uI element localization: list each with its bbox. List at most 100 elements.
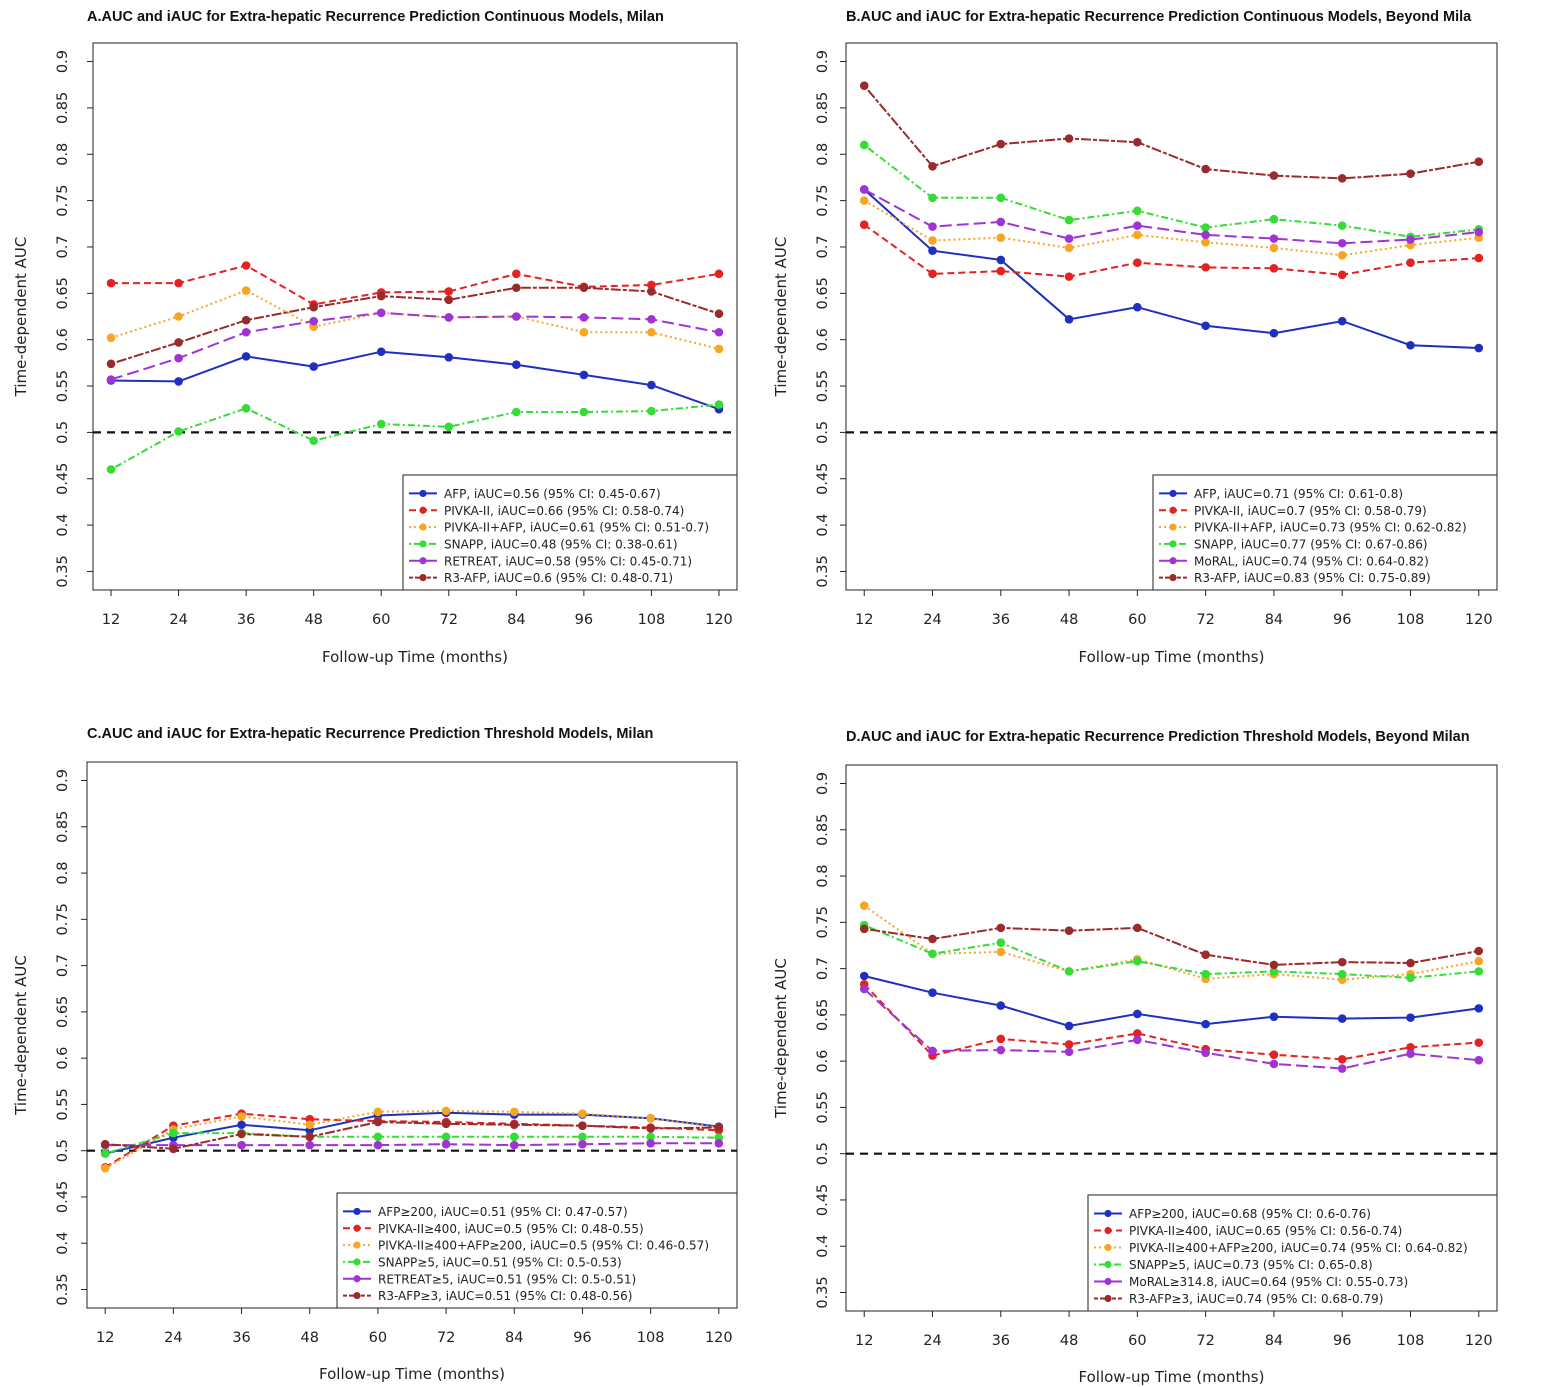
legend-label: PIVKA-II+AFP, iAUC=0.73 (95% CI: 0.62-0.…	[1194, 521, 1467, 535]
x-tick-label: 36	[237, 612, 255, 628]
y-tick-label: 0.7	[55, 954, 71, 977]
x-axis-label: Follow-up Time (months)	[1079, 648, 1265, 666]
data-point	[646, 1124, 655, 1133]
data-point	[1337, 1054, 1347, 1064]
y-tick-label: 0.4	[815, 1235, 831, 1258]
data-point	[1406, 1013, 1415, 1022]
y-tick-label: 0.9	[815, 772, 831, 795]
data-point	[996, 1034, 1006, 1044]
data-point	[1133, 258, 1142, 268]
y-tick-label: 0.6	[815, 1050, 831, 1073]
data-point	[509, 1140, 519, 1150]
x-tick-label: 72	[440, 612, 458, 628]
legend-label: AFP, iAUC=0.56 (95% CI: 0.45-0.67)	[444, 487, 661, 501]
x-tick-label: 48	[1060, 1333, 1078, 1349]
data-point	[996, 217, 1006, 227]
x-tick-label: 12	[96, 1330, 114, 1346]
series-0	[859, 185, 1484, 353]
data-point	[174, 353, 183, 363]
data-point	[441, 1106, 451, 1116]
series-5	[100, 1117, 724, 1154]
series-line	[863, 223, 1479, 278]
data-point	[579, 407, 589, 417]
y-tick-label: 0.75	[815, 906, 831, 938]
y-tick-label: 0.35	[55, 1273, 71, 1305]
data-point	[579, 327, 589, 337]
data-point	[1201, 164, 1210, 174]
data-point	[509, 1107, 519, 1117]
data-point	[579, 283, 589, 293]
data-point	[1201, 223, 1210, 232]
data-point	[859, 924, 869, 934]
data-point	[1269, 214, 1279, 224]
legend-label: SNAPP, iAUC=0.77 (95% CI: 0.67-0.86)	[1194, 537, 1428, 551]
data-point	[1474, 1055, 1484, 1065]
legend-label: SNAPP≥5, iAUC=0.73 (95% CI: 0.65-0.8)	[1129, 1258, 1373, 1272]
legend-swatch-point	[1169, 557, 1177, 565]
data-point	[241, 327, 251, 337]
data-point	[578, 1109, 587, 1118]
legend-label: RETREAT, iAUC=0.58 (95% CI: 0.45-0.71)	[444, 554, 692, 568]
data-point	[1133, 230, 1142, 240]
series-5	[106, 283, 724, 369]
data-point	[1337, 1064, 1347, 1073]
series-3	[106, 400, 724, 474]
data-point	[106, 333, 116, 343]
y-tick-label: 0.6	[55, 1047, 71, 1070]
data-point	[169, 1128, 178, 1138]
y-tick-label: 0.85	[815, 814, 831, 846]
data-point	[1337, 221, 1347, 230]
data-point	[928, 269, 937, 279]
chart-title: A.AUC and iAUC for Extra-hepatic Recurre…	[87, 9, 664, 25]
series-2	[859, 196, 1484, 260]
x-tick-label: 36	[992, 1333, 1010, 1349]
chart-panel-a: A.AUC and iAUC for Extra-hepatic Recurre…	[12, 9, 738, 666]
chart-title: B.AUC and iAUC for Extra-hepatic Recurre…	[846, 9, 1472, 25]
data-point	[376, 291, 386, 301]
data-point	[928, 988, 937, 997]
x-axis-label: Follow-up Time (months)	[322, 648, 508, 666]
data-point	[1064, 234, 1074, 243]
y-tick-label: 0.85	[55, 92, 71, 124]
legend-swatch-point	[353, 1275, 361, 1283]
legend-label: AFP, iAUC=0.71 (95% CI: 0.61-0.8)	[1194, 487, 1403, 501]
legend-label: SNAPP≥5, iAUC=0.51 (95% CI: 0.5-0.53)	[378, 1255, 622, 1269]
legend-box	[1152, 474, 1498, 591]
series-line	[105, 1120, 719, 1150]
legend-label: PIVKA-II≥400+AFP≥200, iAUC=0.74 (95% CI:…	[1129, 1241, 1468, 1255]
data-point	[174, 278, 183, 288]
data-point	[1133, 1035, 1142, 1045]
data-point	[928, 222, 937, 231]
data-point	[1406, 958, 1415, 968]
x-tick-label: 60	[369, 1330, 387, 1346]
series-line	[104, 1112, 719, 1169]
data-point	[1064, 1040, 1074, 1049]
data-point	[996, 938, 1006, 947]
x-tick-label: 84	[1265, 1333, 1283, 1349]
y-tick-label: 0.35	[815, 555, 831, 587]
data-point	[1201, 321, 1210, 331]
data-point	[441, 1119, 451, 1129]
legend-swatch-point	[1104, 1243, 1112, 1252]
y-tick-label: 0.65	[815, 277, 831, 309]
legend-label: AFP≥200, iAUC=0.68 (95% CI: 0.6-0.76)	[1129, 1207, 1371, 1221]
legend-label: R3-AFP≥3, iAUC=0.74 (95% CI: 0.68-0.79)	[1129, 1292, 1383, 1306]
legend-swatch-point	[353, 1291, 361, 1300]
data-point	[859, 196, 869, 205]
y-tick-label: 0.65	[55, 277, 71, 309]
data-point	[1064, 1021, 1074, 1031]
x-tick-label: 96	[1333, 1333, 1351, 1349]
data-point	[1406, 235, 1415, 244]
series-line	[110, 286, 720, 365]
data-point	[578, 1132, 587, 1142]
x-tick-label: 24	[164, 1330, 182, 1346]
data-point	[174, 312, 183, 321]
series-line	[863, 983, 1479, 1061]
data-point	[1133, 221, 1142, 230]
data-point	[1337, 270, 1347, 280]
data-point	[714, 1123, 724, 1132]
data-point	[928, 1046, 937, 1056]
data-point	[1474, 343, 1484, 353]
legend-label: PIVKA-II≥400, iAUC=0.65 (95% CI: 0.56-0.…	[1129, 1224, 1402, 1238]
